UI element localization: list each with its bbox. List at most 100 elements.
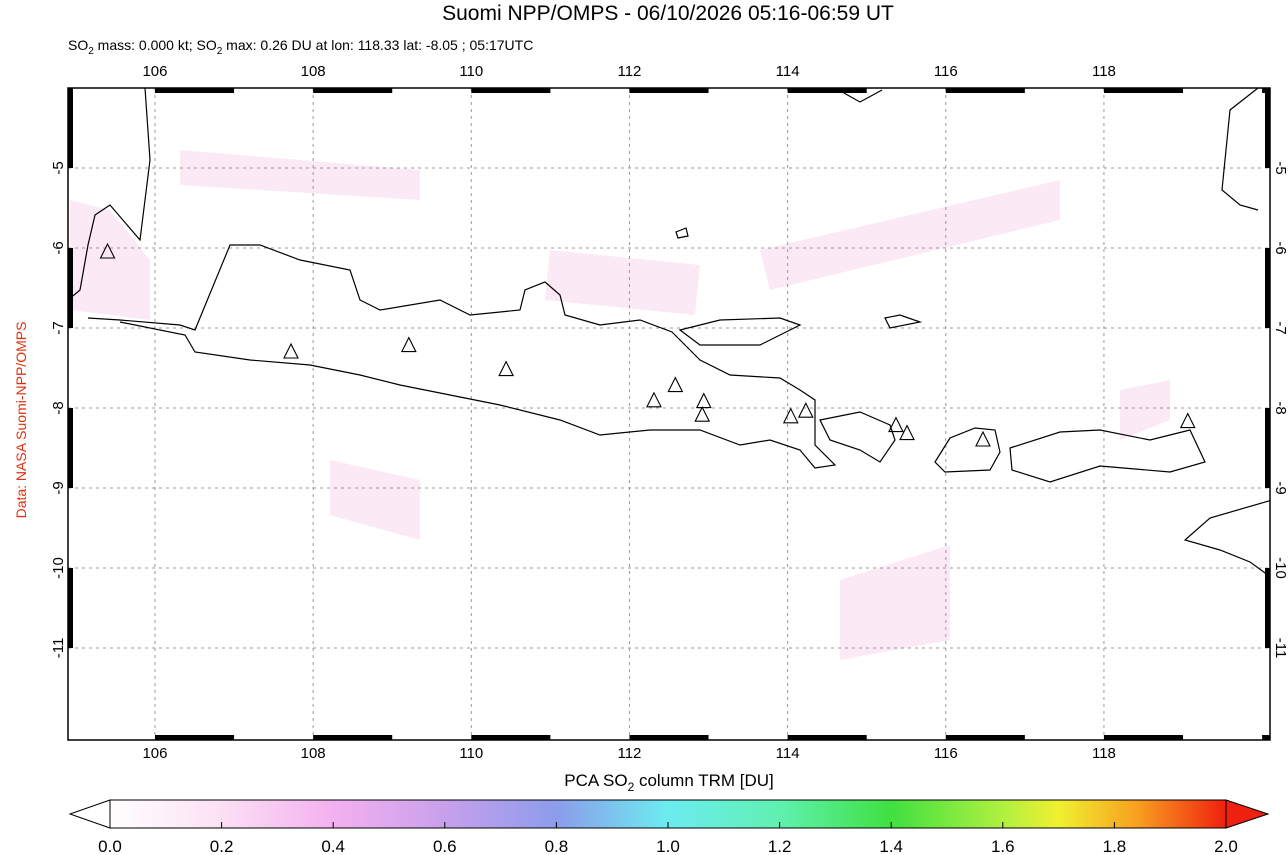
x-tick-label: 114 bbox=[776, 63, 800, 80]
subtitle-text: SO bbox=[68, 37, 88, 53]
colorbar-label: PCA SO2 column TRM [DU] bbox=[564, 771, 774, 794]
frame-bar bbox=[154, 88, 235, 93]
volcano bbox=[646, 391, 662, 408]
frame-bar bbox=[787, 88, 867, 93]
coastline bbox=[1009, 429, 1206, 483]
colorbar-low-arrow bbox=[68, 799, 111, 829]
frame-bar bbox=[68, 568, 73, 648]
frame-bar bbox=[471, 735, 551, 740]
colorbar-tick-label: 1.4 bbox=[879, 837, 903, 855]
swaths bbox=[70, 150, 1170, 660]
x-tick-label: 112 bbox=[617, 745, 641, 762]
x-tick-label: 110 bbox=[459, 745, 483, 762]
subtitle-text: mass: 0.000 kt; SO bbox=[94, 37, 217, 53]
x-tick-label: 114 bbox=[776, 745, 800, 762]
x-tick-label: 118 bbox=[1092, 745, 1116, 762]
y-tick-label: -8 bbox=[1272, 401, 1288, 414]
x-tick-label: 110 bbox=[459, 63, 483, 80]
coastline bbox=[884, 314, 923, 329]
y-tick-label: -10 bbox=[1272, 557, 1288, 579]
colorbar-label-text: PCA SO bbox=[564, 771, 627, 790]
frame-bar bbox=[1265, 248, 1270, 328]
y-tick-label: -7 bbox=[1272, 321, 1288, 334]
colorbar-tick-label: 1.8 bbox=[1103, 837, 1127, 855]
y-tick-label: -7 bbox=[50, 321, 67, 334]
colorbar-tick-label: 1.6 bbox=[991, 837, 1015, 855]
volcano bbox=[694, 405, 711, 422]
frame-bar bbox=[471, 88, 551, 93]
frame-bar bbox=[1265, 568, 1270, 648]
coastline bbox=[68, 88, 151, 301]
subtitle: SO2 mass: 0.000 kt; SO2 max: 0.26 DU at … bbox=[68, 37, 533, 57]
y-tick-label: -8 bbox=[50, 401, 67, 414]
x-tick-label: 116 bbox=[934, 63, 958, 80]
colorbar-tick-label: 1.2 bbox=[768, 837, 792, 855]
volcano bbox=[1179, 412, 1196, 429]
x-tick-label: 106 bbox=[142, 63, 167, 80]
swath bbox=[180, 150, 420, 200]
subtitle-text: max: 0.26 DU at lon: 118.33 lat: -8.05 ;… bbox=[222, 37, 533, 53]
axes: 106 106 108 108 110 110 112 112 114 114 116 116 118 1… bbox=[50, 63, 1288, 762]
frame-bars bbox=[68, 88, 1270, 740]
x-tick-label: 108 bbox=[301, 63, 326, 80]
subtitle-subscript: 2 bbox=[88, 46, 94, 57]
swath bbox=[70, 200, 150, 320]
swath bbox=[760, 180, 1060, 290]
y-tick-label: -6 bbox=[50, 241, 67, 254]
y-tick-label: -11 bbox=[1272, 638, 1288, 659]
frame-bar bbox=[154, 735, 235, 740]
swath bbox=[840, 545, 950, 660]
frame-bar bbox=[1103, 735, 1184, 740]
frame-bar bbox=[945, 88, 1025, 93]
y-tick-label: -9 bbox=[50, 481, 67, 494]
coastline bbox=[1221, 88, 1259, 211]
x-tick-label: 116 bbox=[934, 745, 958, 762]
frame-bar bbox=[1103, 88, 1184, 93]
coastline bbox=[678, 317, 802, 346]
y-tick-label: -9 bbox=[1272, 481, 1288, 494]
frame-bar bbox=[629, 735, 709, 740]
y-tick-label: -5 bbox=[1272, 161, 1288, 174]
chart-title: Suomi NPP/OMPS - 06/10/2026 05:16-06:59 … bbox=[442, 2, 894, 25]
volcanoes bbox=[99, 242, 1196, 447]
volcano bbox=[797, 401, 814, 418]
frame-bar bbox=[68, 408, 73, 488]
y-tick-label: -6 bbox=[1272, 241, 1288, 254]
frame-bar bbox=[1262, 735, 1270, 740]
colorbar-tick-label: 0.0 bbox=[98, 837, 122, 855]
colorbar-tick-label: 1.0 bbox=[656, 837, 680, 855]
y-tick-label: -5 bbox=[50, 161, 67, 174]
frame-bar bbox=[945, 735, 1025, 740]
frame-bar bbox=[1265, 408, 1270, 488]
y-tick-label: -11 bbox=[50, 638, 67, 659]
coastline bbox=[1183, 499, 1270, 578]
x-tick-label: 106 bbox=[142, 745, 167, 762]
map-area bbox=[68, 88, 1270, 740]
colorbar-ticks: 0.0 0.2 0.4 0.6 0.8 1.0 1.2 1.4 1.6 1.8 2.0 bbox=[98, 822, 1238, 855]
frame-bar bbox=[68, 248, 73, 328]
volcano bbox=[667, 376, 684, 393]
volcano bbox=[695, 392, 712, 409]
volcano bbox=[498, 360, 514, 377]
volcano bbox=[899, 424, 915, 441]
frame-bar bbox=[313, 88, 393, 93]
swath bbox=[545, 250, 700, 315]
subtitle-subscript: 2 bbox=[217, 46, 223, 57]
swath bbox=[330, 460, 420, 540]
volcano bbox=[975, 430, 991, 447]
y-tick-label: -10 bbox=[50, 557, 67, 579]
coastline bbox=[87, 244, 837, 469]
swath bbox=[1120, 380, 1170, 440]
source-label: Data: NASA Suomi-NPP/OMPS bbox=[13, 322, 29, 519]
colorbar-label-text: column TRM [DU] bbox=[634, 771, 774, 790]
frame-bar bbox=[629, 88, 709, 93]
colorbar-tick-label: 0.4 bbox=[321, 837, 345, 855]
grid bbox=[68, 88, 1270, 740]
x-tick-label: 108 bbox=[301, 745, 326, 762]
x-tick-label: 118 bbox=[1092, 63, 1116, 80]
coastlines bbox=[68, 88, 1270, 578]
volcano bbox=[888, 416, 904, 433]
colorbar-high-arrow bbox=[1225, 799, 1270, 829]
coastline bbox=[819, 411, 896, 463]
